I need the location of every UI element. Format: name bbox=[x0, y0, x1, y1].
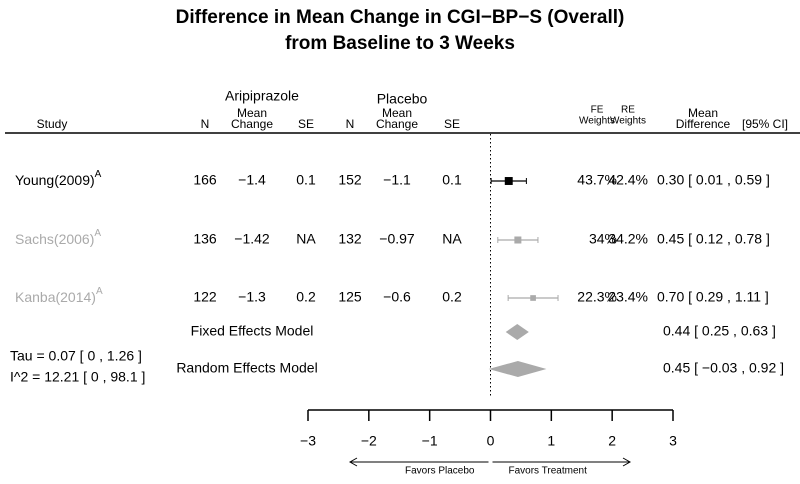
column-header: Change bbox=[376, 117, 418, 131]
model-label: Fixed Effects Model bbox=[191, 323, 314, 339]
cell: 0.2 bbox=[442, 289, 462, 305]
estimate-box bbox=[504, 177, 513, 185]
study-superscript: A bbox=[95, 169, 102, 180]
study-superscript: A bbox=[96, 286, 103, 297]
cell: −0.97 bbox=[379, 231, 415, 247]
x-tick-label: 0 bbox=[487, 433, 495, 449]
study-name: Young(2009) bbox=[15, 172, 95, 188]
column-header: N bbox=[346, 117, 355, 131]
cell: 166 bbox=[193, 172, 217, 188]
cell: −1.3 bbox=[238, 289, 266, 305]
x-tick-label: −3 bbox=[300, 433, 316, 449]
re-weight: 34.2% bbox=[608, 231, 648, 247]
x-tick-label: −2 bbox=[361, 433, 377, 449]
column-header: N bbox=[201, 117, 210, 131]
study-name: Sachs(2006) bbox=[15, 231, 94, 247]
heterogeneity: Tau = 0.07 [ 0 , 1.26 ] bbox=[10, 348, 142, 364]
cell: −0.6 bbox=[383, 289, 411, 305]
column-header: FE bbox=[591, 105, 604, 116]
cell: 0.2 bbox=[296, 289, 316, 305]
column-header: Weights bbox=[610, 116, 646, 127]
cell: −1.1 bbox=[383, 172, 411, 188]
column-header: Mean bbox=[382, 106, 412, 120]
group-header: Placebo bbox=[377, 91, 428, 107]
study-name: Kanba(2014) bbox=[15, 289, 96, 305]
cell: 0.1 bbox=[296, 172, 316, 188]
estimate-box bbox=[514, 236, 522, 244]
fe-weight: 43.7% bbox=[577, 172, 617, 188]
cell: 136 bbox=[193, 231, 217, 247]
column-header: SE bbox=[444, 117, 460, 131]
fe-weight: 22.3% bbox=[577, 289, 617, 305]
heterogeneity: I^2 = 12.21 [ 0 , 98.1 ] bbox=[10, 369, 145, 385]
re-weight: 42.4% bbox=[608, 172, 648, 188]
summary-diamond bbox=[505, 324, 529, 340]
ci-label: 0.45 [ −0.03 , 0.92 ] bbox=[663, 360, 784, 376]
cell: −1.4 bbox=[238, 172, 266, 188]
cell: NA bbox=[296, 231, 316, 247]
x-tick-label: 1 bbox=[547, 433, 555, 449]
arrow-head bbox=[622, 457, 632, 467]
arrow-head bbox=[348, 457, 358, 467]
column-header: Mean bbox=[237, 106, 267, 120]
ci-label: 0.30 [ 0.01 , 0.59 ] bbox=[657, 172, 770, 188]
column-header: Mean bbox=[688, 106, 718, 120]
summary-diamond bbox=[488, 361, 547, 377]
column-header: RE bbox=[621, 105, 635, 116]
column-header: Weights bbox=[579, 116, 615, 127]
cell: −1.42 bbox=[234, 231, 270, 247]
fe-weight: 34% bbox=[589, 231, 617, 247]
column-header: Study bbox=[37, 117, 68, 131]
column-header: Difference bbox=[676, 117, 731, 131]
chart-title: from Baseline to 3 Weeks bbox=[285, 33, 515, 54]
column-header: [95% CI] bbox=[742, 117, 788, 131]
study-label: Sachs(2006)A bbox=[15, 228, 101, 247]
cell: NA bbox=[442, 231, 462, 247]
estimate-box bbox=[530, 295, 536, 301]
cell: 0.1 bbox=[442, 172, 462, 188]
x-tick-label: 2 bbox=[608, 433, 616, 449]
study-label: Young(2009)A bbox=[15, 169, 102, 188]
re-weight: 23.4% bbox=[608, 289, 648, 305]
ci-label: 0.70 [ 0.29 , 1.11 ] bbox=[657, 289, 769, 305]
cell: 122 bbox=[193, 289, 217, 305]
ci-label: 0.44 [ 0.25 , 0.63 ] bbox=[663, 323, 776, 339]
arrow-label: Favors Treatment bbox=[509, 466, 588, 477]
cell: 152 bbox=[338, 172, 362, 188]
chart-title: Difference in Mean Change in CGI−BP−S (O… bbox=[176, 7, 625, 28]
x-tick-label: 3 bbox=[669, 433, 677, 449]
ci-label: 0.45 [ 0.12 , 0.78 ] bbox=[657, 231, 770, 247]
cell: 125 bbox=[338, 289, 362, 305]
cell: 132 bbox=[338, 231, 362, 247]
x-tick-label: −1 bbox=[422, 433, 438, 449]
study-label: Kanba(2014)A bbox=[15, 286, 103, 305]
group-header: Aripiprazole bbox=[225, 88, 299, 104]
column-header: SE bbox=[298, 117, 314, 131]
arrow-label: Favors Placebo bbox=[405, 466, 475, 477]
model-label: Random Effects Model bbox=[176, 360, 317, 376]
column-header: Change bbox=[231, 117, 273, 131]
study-superscript: A bbox=[94, 228, 101, 239]
